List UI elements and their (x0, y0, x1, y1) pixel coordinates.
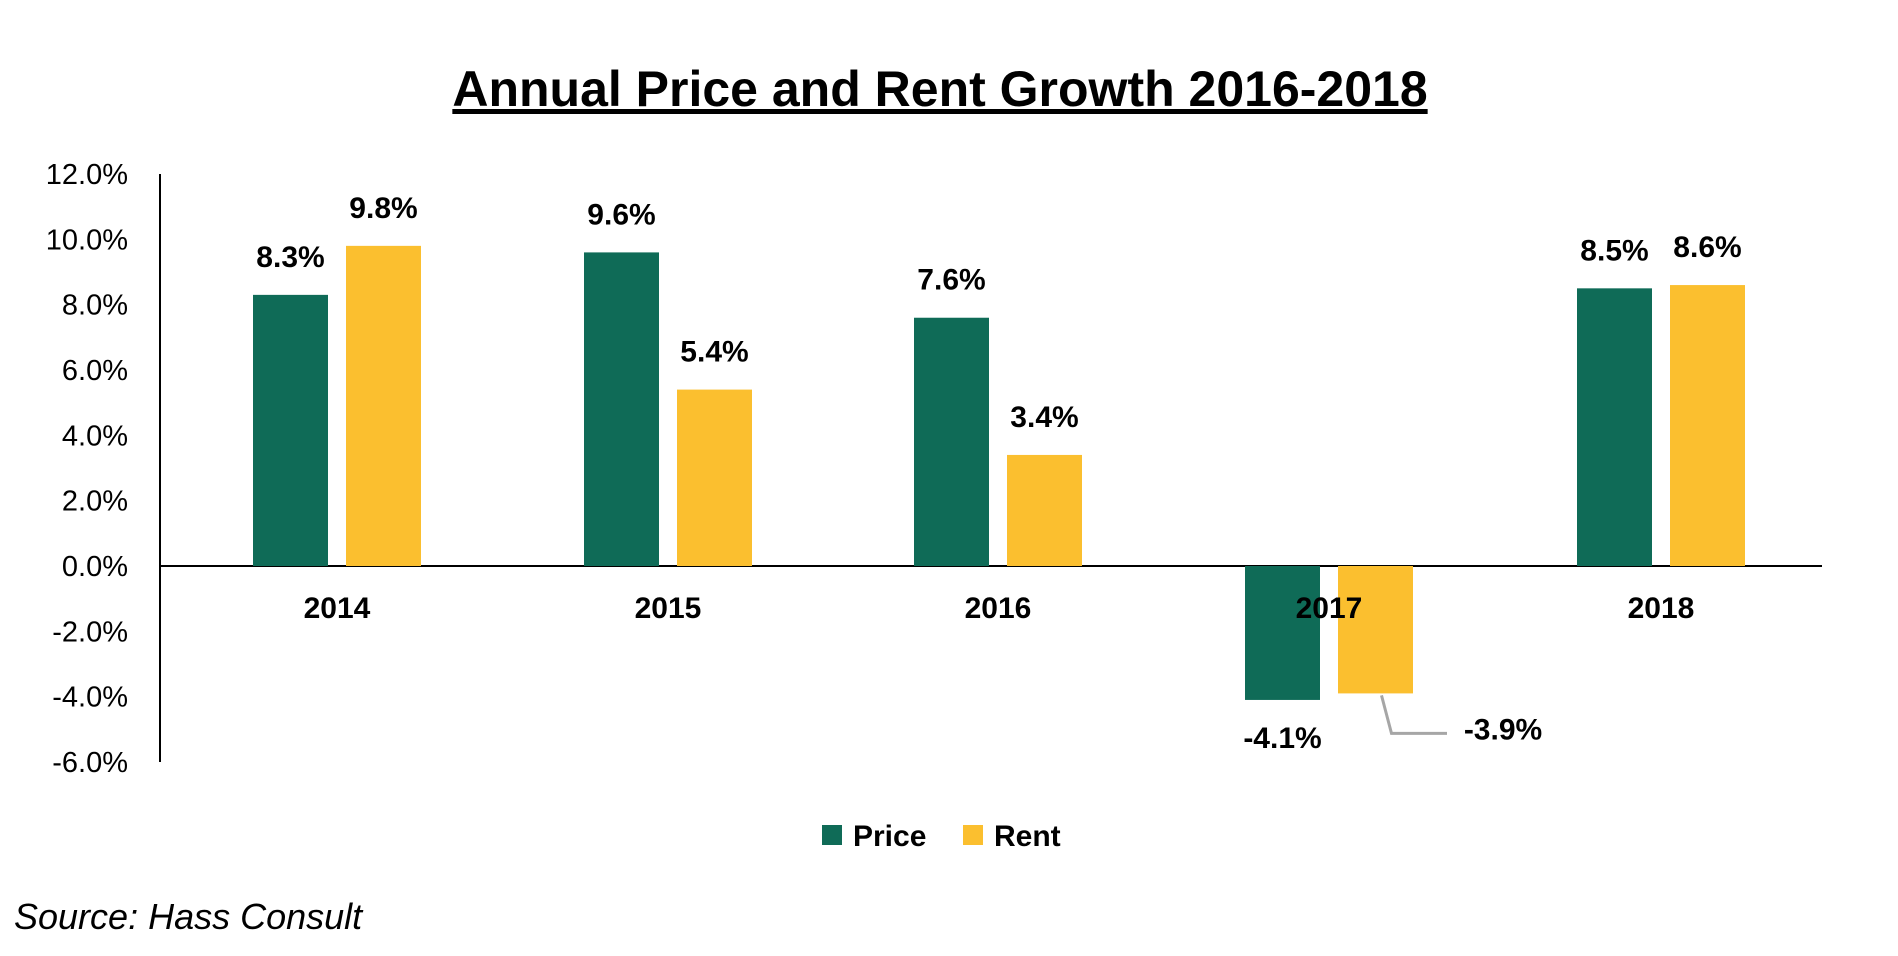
data-label-rent-2017: -3.9% (1464, 713, 1542, 746)
y-tick-label: 4.0% (62, 420, 128, 452)
x-category-label: 2016 (965, 592, 1032, 625)
chart-title: Annual Price and Rent Growth 2016-2018 (452, 61, 1427, 117)
chart-axes: 12.0% 10.0% 8.0% 6.0% 4.0% 2.0% 0.0% -2.0% -4.0%… (46, 159, 1822, 779)
chart-legend: Price Rent (822, 820, 1061, 853)
legend-label-rent: Rent (994, 820, 1061, 853)
legend-swatch-price (822, 825, 842, 845)
bar-rent-2014 (346, 245, 421, 566)
bar-rent-2015 (677, 389, 752, 566)
data-label-rent-2018: 8.6% (1673, 231, 1741, 264)
bar-price-2018 (1577, 288, 1652, 566)
y-tick-label: 2.0% (62, 486, 128, 518)
data-label-price-2015: 9.6% (587, 198, 655, 231)
y-tick-label: -2.0% (52, 616, 128, 648)
y-tick-label: 0.0% (62, 551, 128, 583)
y-tick-label: -4.0% (52, 682, 128, 714)
x-category-label: 2014 (304, 592, 371, 625)
bar-rent-2016 (1007, 454, 1082, 566)
chart-data-labels: 8.3% 9.8% 2014 9.6% 5.4% 2015 7.6% 3.4% 2016 -4.1… (256, 192, 1741, 755)
chart-bars (253, 245, 1745, 700)
bar-price-2014 (253, 294, 328, 566)
x-category-label: 2015 (635, 592, 702, 625)
data-label-price-2017: -4.1% (1243, 722, 1321, 755)
bar-rent-2017 (1338, 566, 1413, 694)
legend-swatch-rent (963, 825, 983, 845)
data-label-price-2016: 7.6% (917, 264, 985, 297)
legend-label-price: Price (853, 820, 926, 853)
x-category-label: 2017 (1296, 592, 1363, 625)
data-label-rent-2016: 3.4% (1010, 401, 1078, 434)
bar-price-2016 (914, 317, 989, 566)
bar-price-2015 (584, 252, 659, 566)
bar-rent-2018 (1670, 285, 1745, 566)
y-tick-label: 10.0% (46, 224, 128, 256)
source-note: Source: Hass Consult (14, 896, 363, 937)
x-category-label: 2018 (1628, 592, 1695, 625)
data-label-price-2014: 8.3% (256, 241, 324, 274)
bar-price-2017 (1245, 566, 1320, 700)
y-tick-label: 8.0% (62, 290, 128, 322)
y-tick-label: 12.0% (46, 159, 128, 191)
data-label-rent-2014: 9.8% (349, 192, 417, 225)
y-tick-label: 6.0% (62, 355, 128, 387)
data-label-price-2018: 8.5% (1580, 234, 1648, 267)
data-label-rent-2015: 5.4% (680, 336, 748, 369)
y-tick-label: -6.0% (52, 747, 128, 779)
leader-line-rent-2017 (1380, 695, 1447, 735)
